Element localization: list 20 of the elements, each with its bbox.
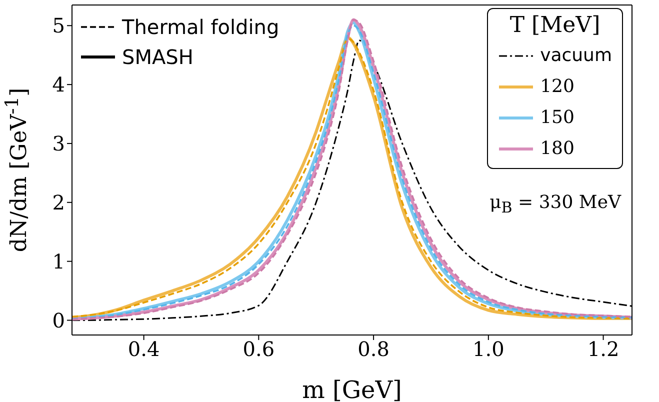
x-tick-label: 1.0 <box>472 337 504 362</box>
y-tick-label: 4 <box>52 72 65 97</box>
legend-label: 150 <box>540 107 574 128</box>
legend-title: T [MeV] <box>508 13 602 38</box>
annotation: SMASH <box>122 45 194 69</box>
annotation: Thermal folding <box>122 15 280 39</box>
y-tick-label: 2 <box>52 190 65 215</box>
annotation: μ$_{B}$ = 330 MeV <box>490 192 621 217</box>
y-tick-label: 1 <box>52 249 65 274</box>
y-tick-label: 3 <box>52 132 65 156</box>
x-tick-label: 0.8 <box>358 337 390 362</box>
x-tick-label: 0.6 <box>242 337 275 362</box>
x-tick-label: 0.4 <box>128 337 160 362</box>
legend-label: 120 <box>540 76 574 97</box>
legend-label: vacuum <box>540 45 612 66</box>
legend-label: 180 <box>540 138 574 159</box>
x-axis-title: m [GeV] <box>302 376 402 402</box>
y-tick-label: 0 <box>52 308 65 332</box>
y-tick-label: 5 <box>52 14 65 38</box>
x-tick-label: 1.2 <box>587 337 620 362</box>
